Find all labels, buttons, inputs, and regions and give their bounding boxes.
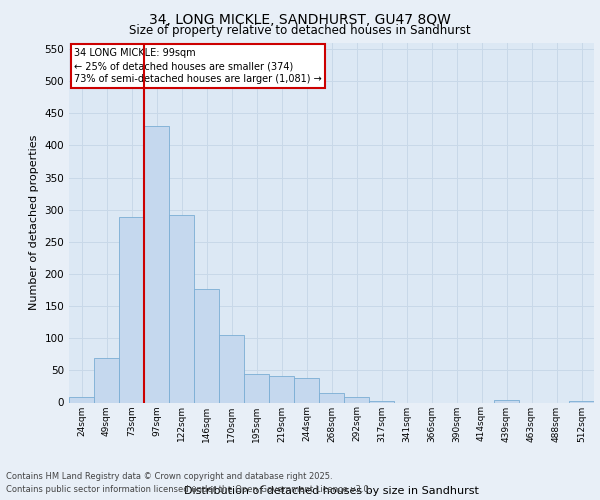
Y-axis label: Number of detached properties: Number of detached properties: [29, 135, 39, 310]
Bar: [119, 218, 144, 402]
Bar: [219, 335, 244, 402]
Bar: [244, 374, 269, 402]
Bar: [169, 216, 194, 402]
Bar: [194, 288, 219, 403]
Bar: [94, 358, 119, 403]
Text: 34, LONG MICKLE, SANDHURST, GU47 8QW: 34, LONG MICKLE, SANDHURST, GU47 8QW: [149, 12, 451, 26]
Text: 34 LONG MICKLE: 99sqm
← 25% of detached houses are smaller (374)
73% of semi-det: 34 LONG MICKLE: 99sqm ← 25% of detached …: [74, 48, 322, 84]
Bar: [269, 376, 294, 402]
Text: Contains HM Land Registry data © Crown copyright and database right 2025.: Contains HM Land Registry data © Crown c…: [6, 472, 332, 481]
Bar: [144, 126, 169, 402]
Bar: [369, 401, 394, 402]
Bar: [344, 398, 369, 402]
Bar: [494, 400, 519, 402]
X-axis label: Distribution of detached houses by size in Sandhurst: Distribution of detached houses by size …: [184, 486, 479, 496]
Bar: [294, 378, 319, 402]
Bar: [569, 401, 594, 402]
Bar: [69, 398, 94, 402]
Bar: [319, 393, 344, 402]
Text: Contains public sector information licensed under the Open Government Licence v3: Contains public sector information licen…: [6, 485, 371, 494]
Text: Size of property relative to detached houses in Sandhurst: Size of property relative to detached ho…: [129, 24, 471, 37]
